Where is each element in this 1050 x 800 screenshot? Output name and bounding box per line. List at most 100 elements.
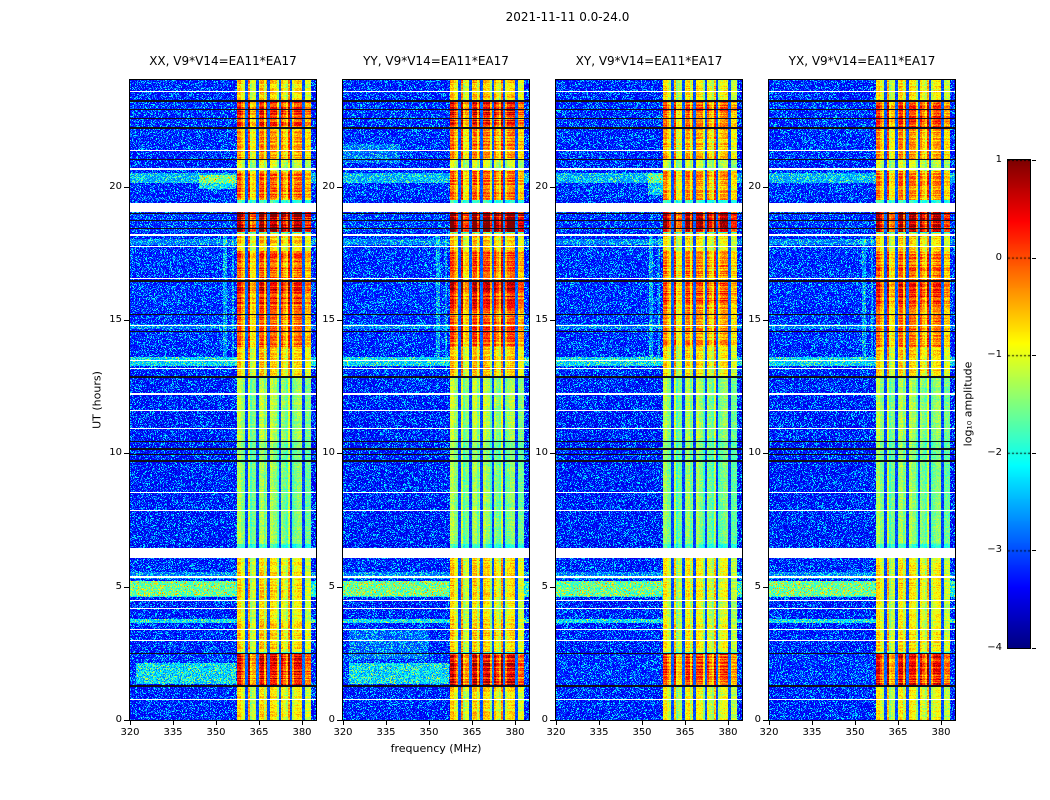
y-tick-mark [124, 453, 129, 454]
colorbar-tick-label: 1 [995, 154, 1002, 165]
y-tick-mark [763, 453, 768, 454]
x-tick-mark [429, 721, 430, 725]
panel-title-xx: XX, V9*V14=EA11*EA17 [149, 54, 297, 68]
x-tick-label: 335 [376, 727, 396, 738]
x-tick-label: 380 [718, 727, 738, 738]
panel-title-yy: YY, V9*V14=EA11*EA17 [363, 54, 509, 68]
x-tick-label: 365 [675, 727, 695, 738]
y-tick-label: 20 [535, 181, 548, 192]
colorbar-tick-label: −2 [987, 447, 1002, 458]
y-tick-label: 0 [754, 714, 761, 725]
y-tick-label: 20 [109, 181, 122, 192]
panel-title-yx: YX, V9*V14=EA11*EA17 [788, 54, 936, 68]
colorbar-tick-label: −3 [987, 544, 1002, 555]
figure-title: 2021-11-11 0.0-24.0 [505, 10, 630, 24]
x-tick-mark [556, 721, 557, 725]
spectrogram-canvas-xy [556, 80, 742, 720]
spectrogram-canvas-xx [130, 80, 316, 720]
x-tick-mark [685, 721, 686, 725]
y-tick-mark [337, 720, 342, 721]
colorbar-tick-mark [1032, 550, 1036, 551]
y-tick-label: 15 [535, 314, 548, 325]
colorbar-label: log₁₀ amplitude [961, 361, 975, 447]
spectrogram-canvas-yx [769, 80, 955, 720]
y-tick-label: 20 [748, 181, 761, 192]
panel-xy [555, 79, 743, 721]
y-tick-mark [337, 587, 342, 588]
y-tick-label: 10 [109, 447, 122, 458]
colorbar-tick-mark [1032, 258, 1036, 259]
x-tick-mark [515, 721, 516, 725]
colorbar-canvas [1008, 160, 1030, 648]
y-tick-label: 5 [754, 581, 761, 592]
y-tick-label: 10 [535, 447, 548, 458]
x-tick-label: 335 [163, 727, 183, 738]
x-tick-mark [302, 721, 303, 725]
y-tick-mark [124, 720, 129, 721]
x-tick-label: 380 [292, 727, 312, 738]
x-tick-mark [855, 721, 856, 725]
x-tick-label: 320 [546, 727, 566, 738]
x-tick-label: 350 [632, 727, 652, 738]
x-tick-label: 320 [120, 727, 140, 738]
spectrogram-canvas-yy [343, 80, 529, 720]
x-tick-label: 380 [931, 727, 951, 738]
panel-title-xy: XY, V9*V14=EA11*EA17 [575, 54, 723, 68]
colorbar-tick-label: −4 [987, 642, 1002, 653]
y-tick-label: 10 [748, 447, 761, 458]
y-tick-label: 0 [115, 714, 122, 725]
x-tick-mark [941, 721, 942, 725]
x-tick-mark [472, 721, 473, 725]
x-tick-mark [173, 721, 174, 725]
panel-xx [129, 79, 317, 721]
y-tick-mark [124, 320, 129, 321]
y-tick-mark [763, 587, 768, 588]
x-tick-label: 365 [462, 727, 482, 738]
y-tick-mark [337, 453, 342, 454]
colorbar-tick-mark [1032, 160, 1036, 161]
y-tick-label: 15 [109, 314, 122, 325]
y-tick-mark [763, 187, 768, 188]
y-tick-mark [550, 453, 555, 454]
x-tick-label: 380 [505, 727, 525, 738]
x-tick-label: 320 [333, 727, 353, 738]
colorbar [1007, 159, 1031, 649]
colorbar-tick-label: 0 [995, 252, 1002, 263]
y-tick-mark [763, 320, 768, 321]
y-tick-mark [124, 587, 129, 588]
y-tick-label: 5 [115, 581, 122, 592]
y-tick-mark [124, 187, 129, 188]
y-tick-label: 15 [748, 314, 761, 325]
y-tick-mark [337, 320, 342, 321]
colorbar-tick-mark [1032, 648, 1036, 649]
x-tick-mark [599, 721, 600, 725]
panel-yy [342, 79, 530, 721]
x-tick-mark [898, 721, 899, 725]
y-tick-mark [550, 187, 555, 188]
y-tick-mark [337, 187, 342, 188]
y-tick-mark [550, 720, 555, 721]
x-tick-label: 350 [845, 727, 865, 738]
panel-yx [768, 79, 956, 721]
y-tick-mark [763, 720, 768, 721]
x-tick-mark [642, 721, 643, 725]
y-tick-mark [550, 587, 555, 588]
x-tick-mark [259, 721, 260, 725]
y-axis-label: UT (hours) [90, 371, 104, 429]
colorbar-tick-mark [1032, 355, 1036, 356]
y-tick-label: 15 [322, 314, 335, 325]
y-tick-label: 0 [541, 714, 548, 725]
colorbar-tick-label: −1 [987, 349, 1002, 360]
y-tick-label: 20 [322, 181, 335, 192]
x-tick-mark [812, 721, 813, 725]
x-tick-mark [728, 721, 729, 725]
x-tick-mark [769, 721, 770, 725]
y-tick-label: 5 [541, 581, 548, 592]
colorbar-tick-mark [1032, 453, 1036, 454]
x-tick-label: 320 [759, 727, 779, 738]
y-tick-label: 5 [328, 581, 335, 592]
x-tick-mark [130, 721, 131, 725]
x-tick-mark [343, 721, 344, 725]
x-axis-label: frequency (MHz) [390, 742, 482, 755]
